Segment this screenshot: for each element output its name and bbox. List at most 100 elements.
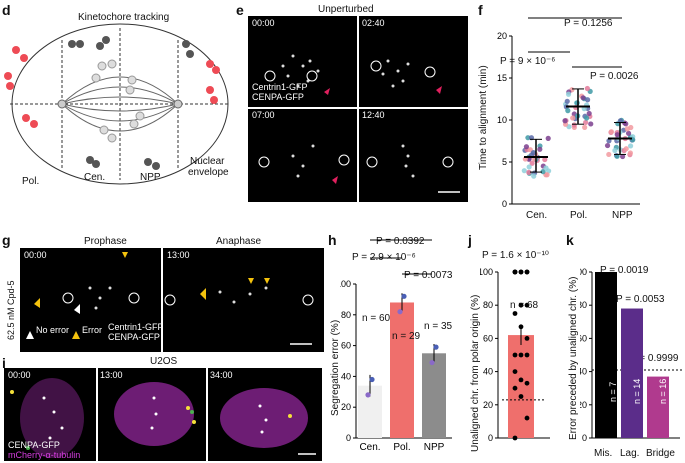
- i-cells: [10, 378, 316, 458]
- f-point: [580, 95, 586, 101]
- h-point: [397, 309, 403, 315]
- panel-e-letter: e: [236, 2, 244, 18]
- y-tick-label: 80: [483, 300, 493, 310]
- y-tick-label: 20: [580, 400, 587, 410]
- micrograph-g-left: [20, 248, 161, 352]
- j-point: [518, 394, 524, 399]
- k-bar: [595, 272, 617, 438]
- f-point: [529, 160, 535, 166]
- f-chart: 0 5 10 15 20: [497, 17, 640, 209]
- g-title-left: Prophase: [84, 236, 127, 247]
- k-cat-1: Mis.: [594, 448, 613, 459]
- panel-j-letter: j: [468, 232, 472, 248]
- i-legend-2: mCherry-α-tubulin: [8, 450, 81, 460]
- f-point: [531, 173, 537, 179]
- j-point: [512, 352, 518, 358]
- g-legend-2: CENPA-GFP: [108, 332, 160, 342]
- j-point: [524, 415, 530, 421]
- k-cat-2: Lag.: [620, 448, 640, 459]
- f-point: [582, 124, 588, 130]
- h-p-top: P = 0.0392: [376, 236, 425, 247]
- f-point: [540, 169, 546, 175]
- f-cat-3: NPP: [612, 210, 633, 221]
- panel-i-letter: i: [2, 355, 6, 371]
- j-chart: 0 20 40 60 80 100: [480, 267, 550, 443]
- j-point: [518, 324, 524, 330]
- y-tick-label: 20: [483, 400, 493, 410]
- f-point: [526, 164, 532, 170]
- y-tick-label: 0: [346, 433, 351, 443]
- f-point: [565, 108, 571, 114]
- i-title: U2OS: [150, 356, 178, 367]
- j-point: [524, 336, 530, 341]
- f-point: [565, 91, 572, 97]
- h-point: [433, 344, 439, 350]
- j-point: [518, 352, 524, 358]
- y-tick-label: 20: [341, 402, 351, 412]
- f-point: [584, 85, 590, 92]
- f-point: [583, 115, 590, 121]
- i-divider-2: [206, 368, 208, 461]
- h-n-2: n = 29: [392, 331, 421, 342]
- h-n-3: n = 35: [424, 321, 453, 332]
- h-cat-label: Cen.: [359, 442, 380, 450]
- noerror-icon: [26, 326, 34, 339]
- legend-e-1: Centrin1-GFP: [252, 82, 308, 92]
- f-point: [604, 142, 611, 149]
- i-divider-1: [96, 368, 98, 461]
- f-point: [545, 135, 551, 141]
- j-point: [524, 269, 530, 275]
- f-p-top: P = 0.1256: [564, 18, 613, 29]
- label-pol: Pol.: [22, 176, 40, 187]
- j-point: [524, 352, 530, 358]
- f-point: [623, 146, 629, 152]
- f-point: [544, 172, 550, 178]
- y-tick-label: 40: [341, 371, 351, 381]
- f-point: [588, 121, 594, 127]
- j-point: [512, 435, 518, 441]
- h-point: [365, 392, 371, 398]
- panel-e-title: Unperturbed: [318, 4, 374, 15]
- h-point: [429, 359, 435, 366]
- grid-divider-h: [248, 107, 468, 109]
- g-side-label: 62.5 nM Cpd-5: [6, 280, 16, 340]
- j-n: n = 68: [510, 300, 539, 311]
- g-time-left: 00:00: [24, 250, 47, 260]
- f-point: [627, 143, 634, 149]
- panel-d-letter: d: [2, 2, 11, 18]
- f-point: [562, 118, 568, 124]
- g-cells: [34, 252, 314, 345]
- y-tick-label: 15: [497, 73, 507, 83]
- k-bar: [621, 308, 643, 438]
- micrograph-g-right: [163, 248, 324, 352]
- g-legend-1: Centrin1-GFP: [108, 322, 164, 332]
- h-point: [369, 376, 375, 383]
- y-tick-label: 100: [340, 279, 351, 289]
- f-point: [583, 119, 589, 126]
- f-cat-2: Pol.: [570, 210, 588, 221]
- j-p-top: P = 1.6 × 10⁻¹⁰: [482, 250, 549, 261]
- j-point: [518, 302, 524, 308]
- label-npp: NPP: [140, 172, 161, 183]
- h-bar: [422, 353, 446, 438]
- j-point: [512, 311, 518, 316]
- h-bar: [390, 302, 414, 438]
- k-p-1: P = 0.0019: [600, 265, 649, 276]
- j-point: [524, 380, 530, 386]
- k-p-2: P = 0.0053: [616, 294, 665, 305]
- f-point: [523, 144, 530, 150]
- e-cells: [258, 54, 460, 193]
- f-point: [537, 146, 543, 152]
- time-e-3: 07:00: [252, 110, 275, 120]
- y-tick-label: 100: [580, 267, 587, 277]
- h-chart: 0 20 40 60 80 100 Cen. Pol. NPP: [340, 239, 452, 450]
- error-icon: [72, 326, 80, 339]
- f-point: [620, 153, 626, 160]
- k-bar: [647, 376, 669, 438]
- f-point: [543, 165, 549, 171]
- grid-divider-v: [357, 16, 359, 202]
- panel-k-letter: k: [566, 232, 574, 248]
- h-cat-label: NPP: [424, 442, 445, 450]
- y-tick-label: 80: [580, 300, 587, 310]
- f-p-left: P = 9 × 10⁻⁶: [500, 56, 556, 67]
